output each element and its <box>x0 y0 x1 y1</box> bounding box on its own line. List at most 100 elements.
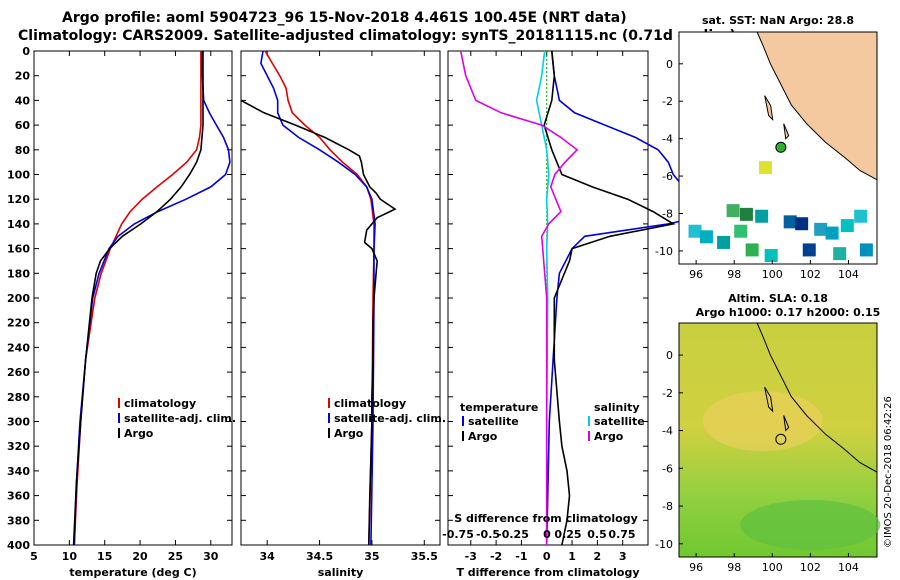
secondary-axis-label: S difference from climatology <box>454 512 638 525</box>
map-x-tick-label: 104 <box>838 561 859 574</box>
legend-label: satellite-adj. clim. <box>334 412 446 425</box>
island-siberut <box>764 386 774 413</box>
legend-header: salinity <box>594 401 640 414</box>
secondary-tick-label: 0.75 <box>608 528 635 541</box>
y-tick-label: 140 <box>7 218 30 231</box>
title-line-2: Climatology: CARS2009. Satellite-adjuste… <box>18 28 736 44</box>
map-y-tick-label: -6 <box>662 462 673 475</box>
map-x-tick-label: 98 <box>727 268 741 281</box>
map-x-tick-label: 96 <box>689 268 703 281</box>
landmass-sumatra <box>756 31 878 181</box>
y-tick-label: 400 <box>7 539 30 552</box>
y-tick-label: 300 <box>7 416 30 429</box>
y-tick-label: 100 <box>7 169 30 182</box>
map-y-tick-label: 0 <box>666 349 673 362</box>
secondary-tick-label: 0 <box>543 528 551 541</box>
x-tick-label: 20 <box>132 550 148 563</box>
map-x-tick-label: 98 <box>727 561 741 574</box>
sst-pixel <box>795 217 809 231</box>
sst-pixel <box>734 224 748 238</box>
sst-pixel <box>688 224 702 238</box>
sst-pixel <box>783 215 797 229</box>
x-tick-label: -2 <box>490 550 502 563</box>
panel-frame-0 <box>33 50 233 546</box>
x-tick-label: 34 <box>260 550 276 563</box>
secondary-tick-label: -0.25 <box>497 528 529 541</box>
x-tick-label: 35.5 <box>411 550 438 563</box>
sst-pixel <box>854 209 868 223</box>
argo-float-marker <box>775 433 787 445</box>
x-tick-label: 10 <box>62 550 78 563</box>
x-tick-label: 2 <box>594 550 602 563</box>
island-pagai <box>783 415 790 432</box>
series-sal-satellite-adj-clim- <box>260 50 376 546</box>
y-tick-label: 120 <box>7 193 30 206</box>
secondary-tick-label: -0.5 <box>476 528 500 541</box>
sst-pixel <box>726 204 740 218</box>
sst-pixel <box>717 235 731 249</box>
argo-float-marker <box>775 141 787 153</box>
secondary-tick-label: 0.5 <box>587 528 607 541</box>
sst-pixel <box>859 243 873 257</box>
x-tick-label: 30 <box>203 550 219 563</box>
map-y-tick-label: -2 <box>662 387 673 400</box>
x-tick-label: 25 <box>168 550 183 563</box>
secondary-tick-label: -0.75 <box>442 528 474 541</box>
x-tick-label: 15 <box>97 550 112 563</box>
x-tick-label: 3 <box>619 550 627 563</box>
y-tick-label: 340 <box>7 465 30 478</box>
legend-header: temperature <box>460 401 538 414</box>
sla-low-anomaly <box>740 499 881 550</box>
legend-label: Argo <box>468 430 498 443</box>
x-tick-label: 5 <box>30 550 38 563</box>
legend-label: satellite-adj. clim. <box>124 412 236 425</box>
y-tick-label: 40 <box>15 94 31 107</box>
map-x-tick-label: 102 <box>800 561 821 574</box>
y-tick-label: 80 <box>15 144 31 157</box>
title-line-1: Argo profile: aoml 5904723_96 15-Nov-201… <box>62 10 627 26</box>
x-axis-label: T difference from climatology <box>456 566 639 579</box>
y-tick-label: 60 <box>15 119 31 132</box>
sst-pixel <box>699 230 713 244</box>
map-x-tick-label: 102 <box>800 268 821 281</box>
y-tick-label: 160 <box>7 243 30 256</box>
y-tick-label: 260 <box>7 366 30 379</box>
sst-pixel <box>755 209 769 223</box>
y-tick-label: 280 <box>7 391 30 404</box>
sst-pixel <box>739 207 753 221</box>
y-tick-label: 380 <box>7 514 30 527</box>
legend-label: Argo <box>124 427 154 440</box>
panel-frame-1 <box>240 50 441 546</box>
sst-pixel <box>814 222 828 236</box>
x-tick-label: -3 <box>465 550 477 563</box>
y-tick-label: 180 <box>7 267 30 280</box>
sst-pixel <box>833 247 847 261</box>
sst-pixel <box>825 226 839 240</box>
sst-pixel <box>745 243 759 257</box>
map-y-tick-label: -8 <box>662 500 673 513</box>
map-y-tick-label: -10 <box>655 538 673 551</box>
map2-title: Altim. SLA: 0.18 <box>728 292 828 305</box>
sst-pixel <box>758 161 772 175</box>
x-axis-label: temperature (deg C) <box>69 566 196 579</box>
series-diff-S-satellite <box>535 50 550 545</box>
map-y-tick-label: -4 <box>662 425 673 438</box>
legend-label: Argo <box>334 427 364 440</box>
series-diff-T-Argo <box>543 50 676 546</box>
legend-label: Argo <box>594 430 624 443</box>
map-y-tick-label: -4 <box>662 133 673 146</box>
y-tick-label: 320 <box>7 440 30 453</box>
y-tick-label: 240 <box>7 341 30 354</box>
map-y-tick-label: -6 <box>662 170 673 183</box>
map-x-tick-label: 104 <box>838 268 859 281</box>
map1-title: sat. SST: NaN Argo: 28.8 <box>702 14 854 27</box>
series-Argo <box>72 51 204 546</box>
legend-label: satellite <box>594 415 645 428</box>
sst-pixel <box>840 219 854 233</box>
sst-pixel <box>802 243 816 257</box>
legend-label: climatology <box>124 397 196 410</box>
island-siberut <box>764 95 774 122</box>
y-tick-label: 220 <box>7 317 30 330</box>
x-tick-label: 1 <box>568 550 576 563</box>
